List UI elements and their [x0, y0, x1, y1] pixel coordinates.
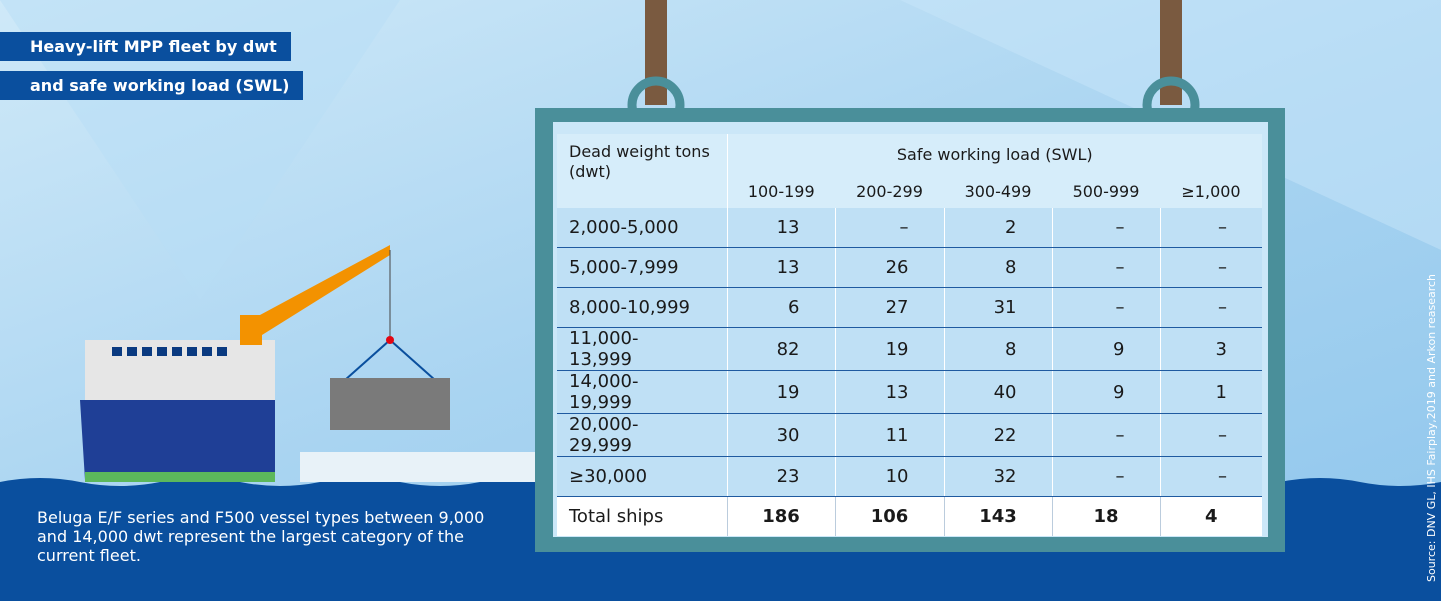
cell: –	[1159, 247, 1262, 288]
column-header: 100-199	[727, 174, 835, 208]
column-header: ≥1,000	[1160, 174, 1262, 208]
crane	[240, 245, 390, 345]
cell: –	[834, 208, 944, 248]
cell: 2	[943, 208, 1052, 248]
column-header: 300-499	[944, 174, 1052, 208]
table-row: 5,000-7,999 13 26 8– –	[557, 247, 1262, 288]
cell: –	[1051, 456, 1160, 497]
row-label: 8,000-10,999	[557, 287, 727, 328]
cell: 13	[726, 208, 835, 248]
group-header: Safe working load (SWL)	[727, 134, 1262, 174]
total-cell: 106	[834, 496, 944, 536]
cell: 10	[834, 456, 944, 497]
cell: –	[1159, 287, 1262, 328]
note: Beluga E/F series and F500 vessel types …	[37, 508, 485, 565]
cell: 26	[834, 247, 944, 288]
cell: –	[1051, 413, 1160, 457]
source: Source: DNV GL, IHS Fairplay,2019 and Ar…	[1425, 274, 1438, 582]
cell: 27	[834, 287, 944, 328]
table-row: 11,000-13,999 82 19 8 9 3	[557, 327, 1262, 371]
cell: 9	[1051, 327, 1160, 371]
cell: 13	[726, 247, 835, 288]
table-row: ≥30,000 23 10 32– –	[557, 456, 1262, 497]
rope	[645, 0, 667, 105]
total-cell: 4	[1159, 496, 1262, 536]
row-label: 20,000-29,999	[557, 413, 727, 457]
cell: 19	[726, 370, 835, 414]
cell: 9	[1051, 370, 1160, 414]
sling	[344, 338, 436, 381]
title-line: and safe working load (SWL)	[0, 71, 304, 100]
cell: 40	[943, 370, 1052, 414]
row-label: 11,000-13,999	[557, 327, 727, 371]
cell: 8	[943, 327, 1052, 371]
total-label: Total ships	[557, 496, 727, 536]
cell: 30	[726, 413, 835, 457]
cell: 1	[1159, 370, 1262, 414]
row-label: 14,000-19,999	[557, 370, 727, 414]
cargo	[330, 378, 450, 430]
cell: –	[1159, 413, 1262, 457]
row-label: ≥30,000	[557, 456, 727, 497]
cell: 82	[726, 327, 835, 371]
ship-waterline	[85, 472, 275, 482]
total-cell: 143	[943, 496, 1052, 536]
cell: –	[1051, 208, 1160, 248]
cell: –	[1159, 208, 1262, 248]
column-header: 200-299	[835, 174, 944, 208]
cell: 3	[1159, 327, 1262, 371]
quay	[300, 452, 535, 482]
cell: 11	[834, 413, 944, 457]
row-label: 5,000-7,999	[557, 247, 727, 288]
cell: –	[1051, 287, 1160, 328]
total-cell: 186	[726, 496, 835, 536]
rope	[1160, 0, 1182, 105]
table-row: 20,000-29,999 30 11 22– –	[557, 413, 1262, 457]
cell: 31	[943, 287, 1052, 328]
cell: 8	[943, 247, 1052, 288]
cell: 6	[726, 287, 835, 328]
cell: 19	[834, 327, 944, 371]
table-row: 8,000-10,999 6 27 31– –	[557, 287, 1262, 328]
cell: –	[1159, 456, 1262, 497]
total-cell: 18	[1051, 496, 1160, 536]
cell: 22	[943, 413, 1052, 457]
ship-hull	[80, 400, 275, 480]
cell: –	[1051, 247, 1160, 288]
row-header: Dead weight tons (dwt)	[557, 134, 728, 208]
cell: 32	[943, 456, 1052, 497]
fleet-table: Dead weight tons (dwt) Safe working load…	[557, 134, 1262, 536]
cell: 23	[726, 456, 835, 497]
row-label: 2,000-5,000	[557, 208, 727, 248]
title-line: Heavy-lift MPP fleet by dwt	[0, 32, 291, 61]
column-header: 500-999	[1052, 174, 1160, 208]
total-row: Total ships 186 106 143 18 4	[557, 496, 1262, 536]
cell: 13	[834, 370, 944, 414]
hook	[386, 336, 394, 344]
table-row: 14,000-19,999 19 13 40 9 1	[557, 370, 1262, 414]
table-row: 2,000-5,000 13–2– –	[557, 208, 1262, 248]
